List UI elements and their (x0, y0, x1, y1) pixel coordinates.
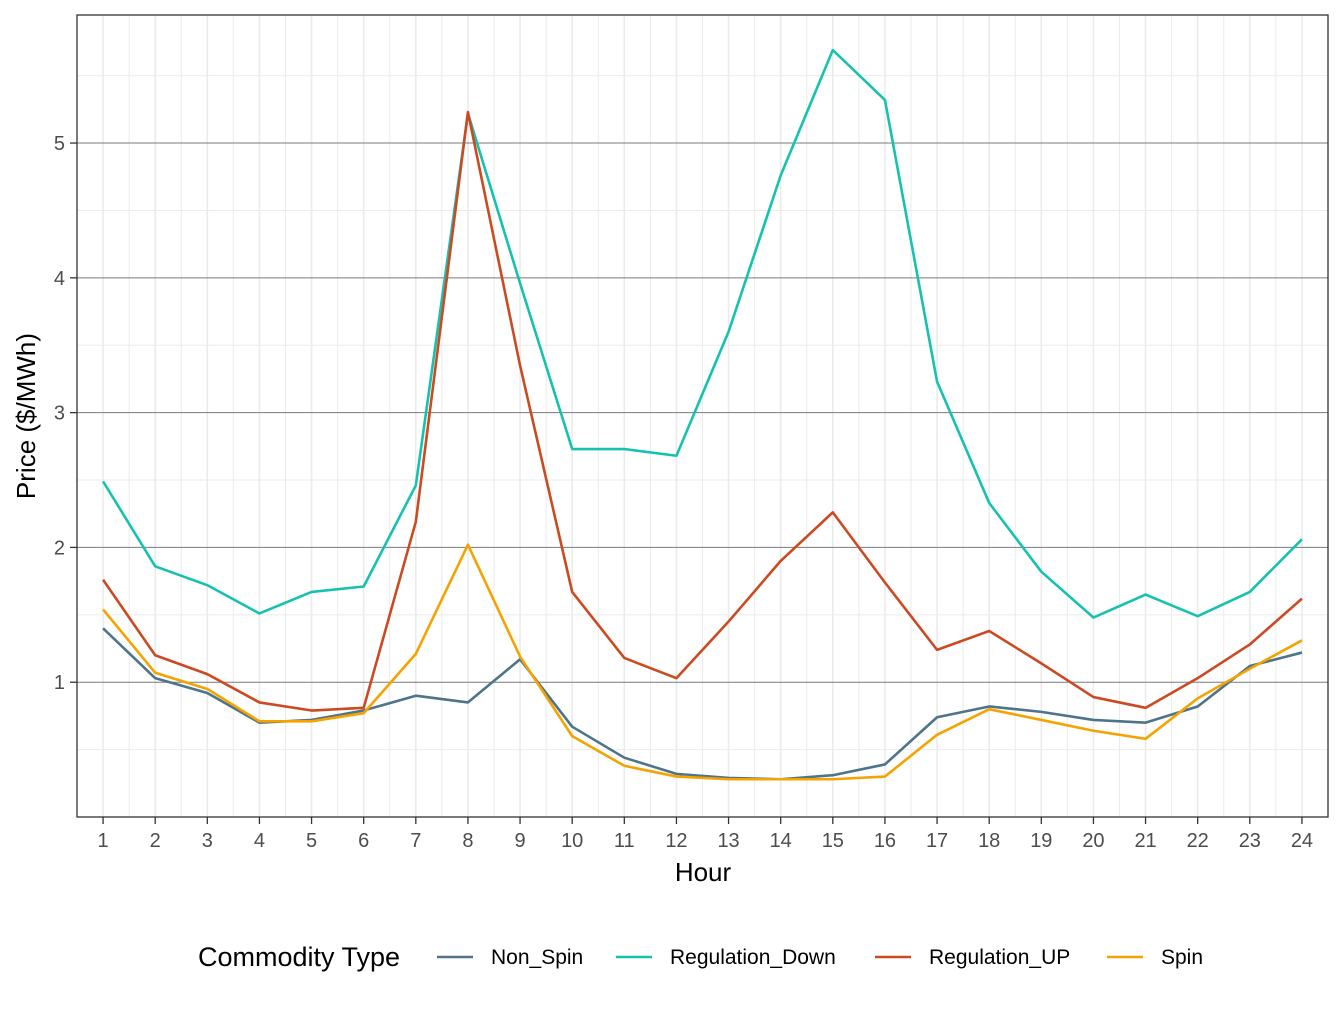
x-tick-label: 23 (1239, 830, 1261, 852)
x-tick-label: 13 (717, 830, 739, 852)
legend-title: Commodity Type (198, 942, 400, 972)
legend-item-regulation-up: Regulation_UP (875, 946, 1070, 969)
legend-item-regulation-down: Regulation_Down (616, 946, 836, 969)
legend-label-regulation-down: Regulation_Down (670, 946, 836, 969)
y-tick-label: 2 (54, 537, 65, 559)
x-axis-title: Hour (675, 857, 732, 887)
x-tick-label: 4 (254, 830, 265, 852)
x-tick-label: 1 (98, 830, 109, 852)
major-gridlines (77, 15, 1328, 817)
x-tick-label: 14 (770, 830, 792, 852)
series-lines (101, 48, 1303, 781)
x-tick-label: 8 (462, 830, 473, 852)
legend-item-non-spin: Non_Spin (437, 946, 583, 969)
legend-label-non-spin: Non_Spin (491, 946, 583, 969)
legend-items: Non_Spin Regulation_Down Regulation_UP Spin (437, 946, 1203, 969)
x-tick-label: 22 (1187, 830, 1209, 852)
x-tick-label: 7 (410, 830, 421, 852)
minor-gridlines (77, 15, 1328, 817)
legend-item-spin: Spin (1107, 946, 1203, 969)
series-line-spin (102, 543, 1303, 781)
x-tick-label: 15 (822, 830, 844, 852)
x-axis: 1 2 3 4 5 6 7 8 9 10 11 12 13 14 15 16 17 18 19 20 21 22 23 24 (98, 817, 1313, 852)
x-tick-label: 19 (1030, 830, 1052, 852)
x-tick-label: 10 (561, 830, 583, 852)
x-tick-label: 20 (1082, 830, 1104, 852)
x-tick-label: 21 (1134, 830, 1156, 852)
y-tick-label: 4 (54, 268, 65, 290)
series-line-regulation-up (101, 110, 1303, 712)
legend-label-regulation-up: Regulation_UP (929, 946, 1070, 969)
x-tick-label: 17 (926, 830, 948, 852)
y-axis-title: Price ($/MWh) (11, 333, 41, 499)
series-line-regulation-down (101, 48, 1303, 619)
x-tick-label: 5 (306, 830, 317, 852)
x-tick-label: 9 (515, 830, 526, 852)
x-tick-label: 11 (614, 830, 635, 852)
y-tick-label: 3 (54, 403, 65, 425)
x-tick-label: 6 (358, 830, 369, 852)
x-tick-label: 12 (665, 830, 687, 852)
y-axis: 1 2 3 4 5 (54, 133, 77, 694)
plot-panel-border (76, 14, 1329, 818)
legend: Commodity Type Non_Spin Regulation_Down Re… (198, 942, 1203, 972)
y-tick-label: 1 (54, 672, 65, 694)
x-tick-label: 18 (978, 830, 1000, 852)
x-tick-label: 16 (874, 830, 896, 852)
legend-label-spin: Spin (1161, 946, 1203, 969)
y-tick-label: 5 (54, 133, 65, 155)
x-tick-label: 2 (150, 830, 161, 852)
x-tick-label: 3 (202, 830, 213, 852)
x-tick-label: 24 (1291, 830, 1313, 852)
